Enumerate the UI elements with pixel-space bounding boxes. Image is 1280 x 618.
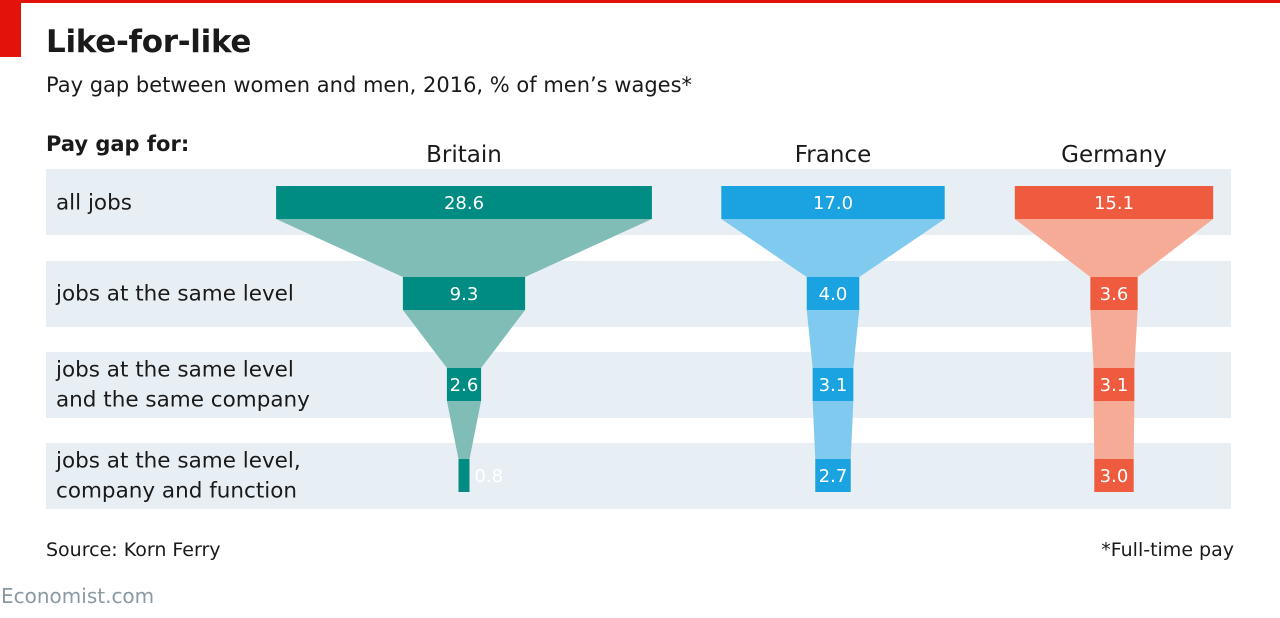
row-label-1: all jobs bbox=[56, 191, 132, 216]
value-label-germany-3: 3.1 bbox=[1100, 375, 1129, 396]
funnel-britain-3 bbox=[446, 401, 482, 459]
funnel-france-1 bbox=[721, 219, 945, 277]
value-label-germany-2: 3.6 bbox=[1100, 284, 1129, 305]
bar-france-1 bbox=[721, 186, 945, 219]
bar-germany-3 bbox=[1093, 368, 1135, 401]
value-label-britain-4: 0.8 bbox=[475, 466, 504, 487]
series-label-germany: Germany bbox=[1061, 142, 1167, 168]
footnote: *Full-time pay bbox=[1101, 539, 1234, 561]
bar-britain-4 bbox=[458, 459, 470, 492]
value-label-france-2: 4.0 bbox=[819, 284, 848, 305]
series-label-britain: Britain bbox=[426, 142, 502, 168]
funnel-britain-1 bbox=[276, 219, 652, 277]
bar-britain-3 bbox=[446, 368, 482, 401]
top-rule bbox=[0, 0, 1280, 3]
row-header: Pay gap for: bbox=[46, 132, 190, 156]
funnel-britain-2 bbox=[402, 310, 526, 368]
value-label-britain-1: 28.6 bbox=[444, 193, 484, 214]
chart-title: Like-for-like bbox=[46, 24, 252, 60]
funnel-germany-3 bbox=[1093, 401, 1135, 459]
brand-label: Economist.com bbox=[1, 584, 155, 608]
value-label-britain-3: 2.6 bbox=[450, 375, 479, 396]
row-band-3 bbox=[46, 352, 1231, 418]
row-label-3: jobs at the same level and the same compa… bbox=[55, 358, 310, 413]
funnel-france-2 bbox=[806, 310, 860, 368]
value-label-britain-2: 9.3 bbox=[450, 284, 479, 305]
value-label-france-4: 2.7 bbox=[819, 466, 848, 487]
bar-germany-1 bbox=[1014, 186, 1214, 219]
bar-britain-1 bbox=[276, 186, 652, 219]
funnel-germany-1 bbox=[1014, 219, 1214, 277]
bar-germany-2 bbox=[1090, 277, 1138, 310]
series-label-france: France bbox=[795, 142, 871, 168]
row-band-2 bbox=[46, 261, 1231, 327]
funnel-germany-2 bbox=[1090, 310, 1138, 368]
bar-france-4 bbox=[815, 459, 851, 492]
chart-subtitle: Pay gap between women and men, 2016, % o… bbox=[46, 73, 693, 97]
funnel-france-3 bbox=[812, 401, 854, 459]
bar-britain-2 bbox=[402, 277, 526, 310]
bar-france-2 bbox=[806, 277, 860, 310]
value-label-france-3: 3.1 bbox=[819, 375, 848, 396]
row-band-4 bbox=[46, 443, 1231, 509]
value-label-germany-4: 3.0 bbox=[1100, 466, 1129, 487]
row-label-4: jobs at the same level, company and funct… bbox=[55, 449, 301, 504]
value-label-germany-1: 15.1 bbox=[1094, 193, 1134, 214]
value-label-france-1: 17.0 bbox=[813, 193, 853, 214]
brand-red-tab bbox=[0, 0, 21, 57]
bar-germany-4 bbox=[1094, 459, 1134, 492]
row-label-2: jobs at the same level bbox=[55, 282, 294, 307]
source-note: Source: Korn Ferry bbox=[46, 539, 221, 561]
bar-france-3 bbox=[812, 368, 854, 401]
